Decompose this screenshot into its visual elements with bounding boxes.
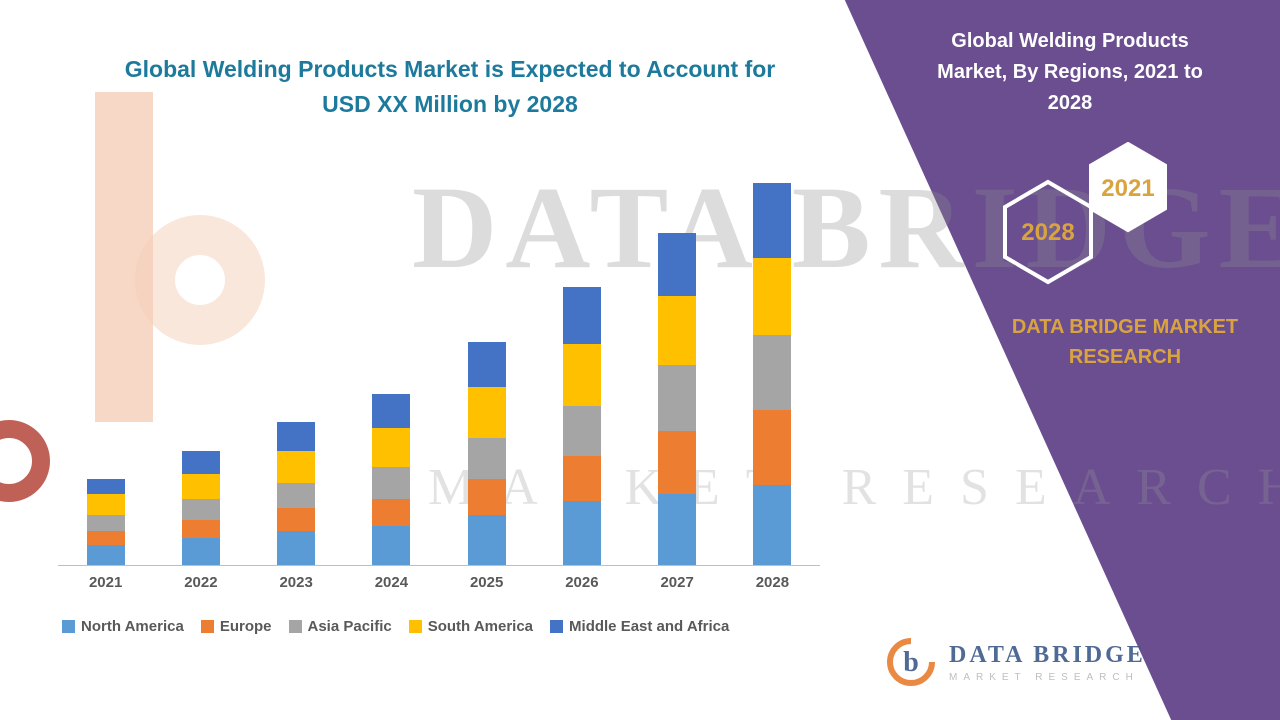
bar-segment — [562, 405, 601, 456]
bar-2026 — [562, 287, 601, 565]
bar-segment — [562, 344, 601, 406]
bar-segment — [181, 537, 220, 565]
bar-segment — [372, 526, 411, 565]
x-axis-label: 2026 — [565, 574, 599, 591]
svg-text:b: b — [903, 647, 919, 678]
bar-segment — [277, 451, 316, 484]
bar-segment — [562, 287, 601, 345]
legend-item: Middle East and Africa — [550, 618, 729, 635]
watermark-red-arc — [0, 420, 50, 502]
bar-segment — [372, 428, 411, 468]
bar-2028 — [753, 182, 792, 565]
databridge-logo-icon: b — [887, 638, 935, 686]
bar-segment — [86, 494, 125, 515]
hexagon-2021-label: 2021 — [1101, 175, 1154, 202]
footer-logo-subtitle: MARKET RESEARCH — [949, 671, 1139, 683]
hexagon-2028-label: 2028 — [1021, 219, 1074, 246]
legend-label: North America — [81, 618, 184, 635]
x-axis-labels: 2021 2022 2023 2024 2025 2026 2027 2028 — [58, 574, 820, 591]
bar-segment — [562, 501, 601, 565]
bar-segment — [467, 514, 506, 565]
legend-swatch — [200, 620, 214, 633]
bar-segment — [86, 478, 125, 495]
x-axis-line — [58, 565, 820, 566]
x-axis-label: 2028 — [755, 574, 790, 591]
legend-swatch — [408, 620, 422, 633]
legend-label: South America — [427, 618, 534, 635]
footer-logo-name: DATA BRIDGE — [949, 641, 1146, 668]
x-axis-label: 2025 — [469, 574, 504, 591]
bar-segment — [658, 430, 697, 495]
bar-segment — [181, 519, 220, 538]
bar-segment — [658, 232, 697, 297]
bar-segment — [658, 364, 697, 431]
bar-segment — [86, 544, 125, 565]
bar-segment — [467, 341, 506, 388]
legend-item: Europe — [200, 618, 272, 635]
chart-title: Global Welding Products Market is Expect… — [124, 56, 776, 117]
bar-segment — [467, 478, 506, 515]
x-axis-label: 2023 — [279, 574, 313, 591]
bar-2024 — [372, 394, 411, 565]
bar-segment — [277, 483, 316, 509]
bar-segment — [658, 296, 697, 365]
bar-segment — [753, 335, 792, 411]
hexagon-2021 — [1089, 142, 1167, 233]
bar-segment — [181, 474, 220, 500]
right-panel-brand-text: DATA BRIDGE MARKET RESEARCH — [1011, 316, 1239, 368]
bar-2023 — [277, 421, 316, 565]
bars — [58, 178, 820, 565]
x-axis-label: 2022 — [184, 574, 218, 591]
legend-label: Asia Pacific — [307, 618, 392, 635]
legend-item: North America — [62, 618, 184, 635]
legend-label: Middle East and Africa — [569, 618, 730, 635]
chart-legend: North America Europe Asia Pacific South Ame… — [62, 618, 822, 635]
bar-segment — [467, 387, 506, 438]
x-axis-label: 2027 — [660, 574, 694, 591]
legend-swatch — [288, 620, 302, 633]
bar-segment — [372, 467, 411, 500]
bar-segment — [467, 437, 506, 479]
bar-2025 — [467, 341, 506, 565]
bar-segment — [86, 530, 125, 545]
bar-2021 — [86, 478, 125, 565]
bar-segment — [753, 410, 792, 486]
bar-segment — [277, 508, 316, 531]
bar-segment — [658, 494, 697, 565]
bar-segment — [181, 451, 220, 475]
legend-label: Europe — [219, 618, 272, 635]
bar-segment — [372, 394, 411, 429]
legend-swatch — [550, 620, 564, 633]
right-panel-title: Global Welding Products Market, By Regio… — [937, 30, 1203, 114]
hexagon-badges: 2028 2021 — [1003, 142, 1167, 285]
bar-segment — [562, 455, 601, 502]
bar-segment — [372, 499, 411, 527]
x-axis-label: 2021 — [88, 574, 123, 591]
bar-segment — [86, 514, 125, 531]
bar-segment — [277, 530, 316, 565]
bar-2027 — [658, 232, 697, 565]
bar-segment — [753, 182, 792, 258]
bar-segment — [181, 499, 220, 520]
legend-swatch — [62, 620, 75, 633]
footer-logo: b DATA BRIDGE MARKET RESEARCH — [885, 636, 1146, 688]
bar-segment — [753, 257, 792, 336]
bar-segment — [277, 421, 316, 452]
bar-segment — [753, 485, 792, 565]
legend-item: Asia Pacific — [288, 618, 392, 635]
x-axis-label: 2024 — [374, 574, 409, 591]
bar-2022 — [181, 451, 220, 565]
legend-item: South America — [408, 618, 534, 635]
